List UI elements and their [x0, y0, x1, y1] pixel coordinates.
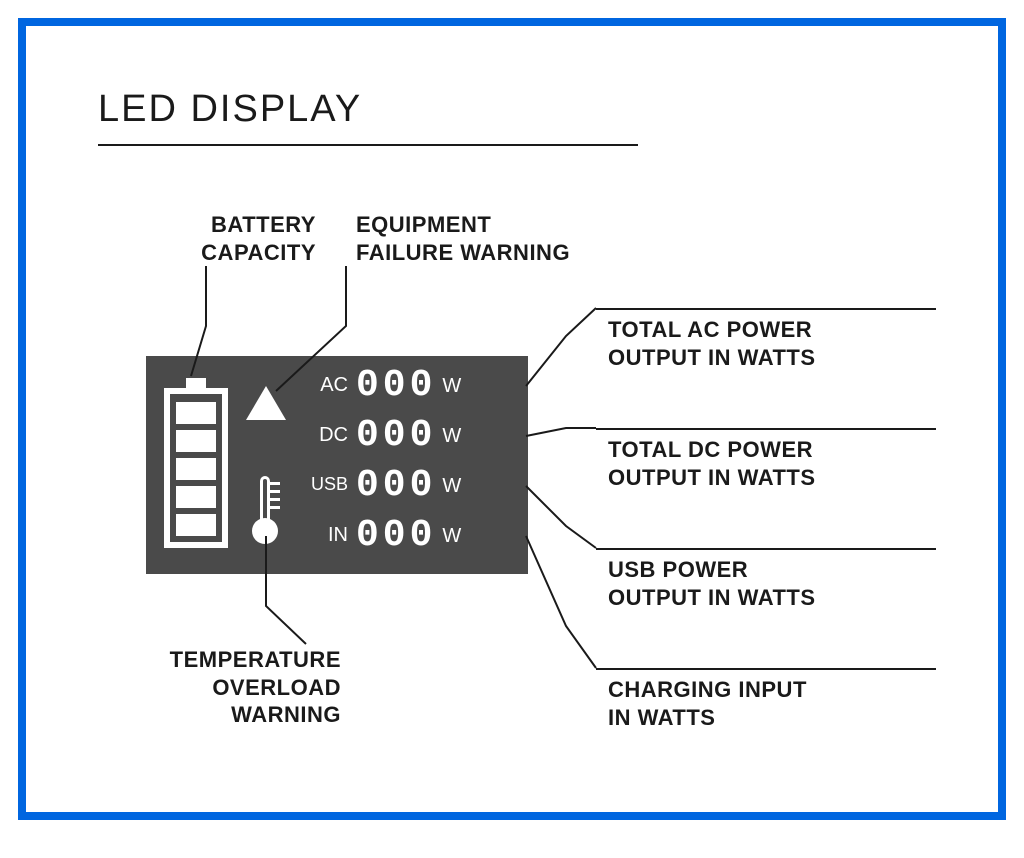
callout-charging: CHARGING INPUTIN WATTS [608, 676, 928, 731]
readout-ac-unit: W [442, 375, 461, 398]
readout-in-value: 000 [356, 517, 436, 555]
readout-in-unit: W [442, 525, 461, 548]
row-label-dc: DC [298, 424, 348, 447]
readout-in: 000 W [356, 516, 486, 556]
callout-dc: TOTAL DC POWEROUTPUT IN WATTS [608, 436, 928, 491]
led-panel: AC DC USB IN 000 W 000 W 000 W 000 W [146, 356, 528, 574]
row-label-in: IN [298, 524, 348, 547]
row-label-ac: AC [298, 374, 348, 397]
diagram-frame: LED DISPLAY [18, 18, 1006, 820]
rule-ac [596, 308, 936, 310]
battery-icon [164, 378, 228, 548]
readout-ac: 000 W [356, 366, 486, 406]
title-block: LED DISPLAY [98, 88, 362, 141]
readout-usb-value: 000 [356, 467, 436, 505]
rule-charging [596, 668, 936, 670]
readout-dc-value: 000 [356, 417, 436, 455]
readout-dc-unit: W [442, 425, 461, 448]
readout-dc: 000 W [356, 416, 486, 456]
page-title: LED DISPLAY [98, 88, 362, 141]
rule-usb [596, 548, 936, 550]
thermometer-icon [252, 476, 280, 548]
warning-triangle-icon [246, 386, 286, 420]
callout-ac: TOTAL AC POWEROUTPUT IN WATTS [608, 316, 928, 371]
readout-usb-unit: W [442, 475, 461, 498]
title-underline [98, 144, 638, 146]
rule-dc [596, 428, 936, 430]
diagram-content: LED DISPLAY [26, 26, 998, 812]
row-label-usb: USB [298, 474, 348, 495]
callout-failure: EQUIPMENTFAILURE WARNING [356, 211, 656, 266]
callout-battery: BATTERYCAPACITY [116, 211, 316, 266]
callout-temp: TEMPERATUREOVERLOADWARNING [121, 646, 341, 729]
readout-ac-value: 000 [356, 367, 436, 405]
readout-usb: 000 W [356, 466, 486, 506]
callout-usb: USB POWEROUTPUT IN WATTS [608, 556, 928, 611]
